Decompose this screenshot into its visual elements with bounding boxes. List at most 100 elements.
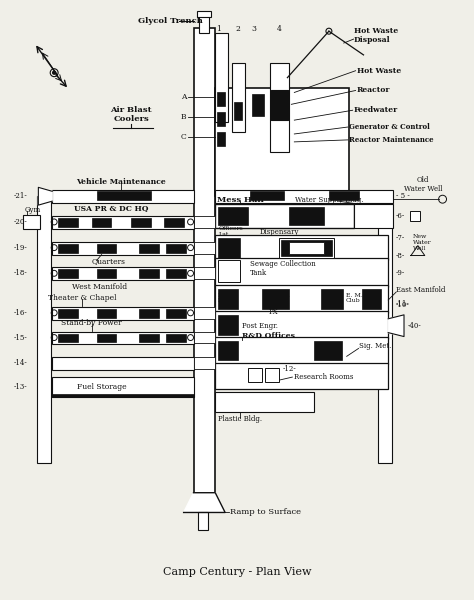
Text: -9-: -9- <box>396 269 405 277</box>
Text: Reactor Maintenance: Reactor Maintenance <box>349 136 433 144</box>
Bar <box>215 363 388 389</box>
Bar <box>217 112 225 126</box>
Text: Fuel Storage: Fuel Storage <box>77 383 127 391</box>
Bar <box>282 240 332 256</box>
Bar <box>139 244 159 253</box>
Bar <box>250 191 284 200</box>
Text: Sewage Collection
Tank: Sewage Collection Tank <box>250 260 316 277</box>
Bar <box>215 285 388 313</box>
Bar <box>362 289 381 309</box>
Bar <box>218 238 240 257</box>
Text: E. M.
Club: E. M. Club <box>346 293 363 304</box>
Text: Quarters: Quarters <box>92 257 126 265</box>
Text: -10-: -10- <box>396 301 410 309</box>
Bar <box>166 244 186 253</box>
Text: Post Engr.: Post Engr. <box>242 322 278 329</box>
Bar <box>200 13 210 33</box>
Text: Mess Hall: Mess Hall <box>217 196 264 204</box>
Bar <box>37 196 51 463</box>
Text: -20-: -20- <box>14 218 27 226</box>
Bar <box>271 91 288 120</box>
Text: -15-: -15- <box>14 334 27 341</box>
Bar <box>262 289 290 309</box>
Text: Officers
Lat.: Officers Lat. <box>218 226 243 237</box>
Text: C: C <box>181 133 186 141</box>
Bar <box>52 394 193 397</box>
Bar <box>97 309 117 318</box>
Text: Camp Century - Plan View: Camp Century - Plan View <box>163 567 311 577</box>
Bar <box>273 92 286 118</box>
Bar <box>58 309 78 318</box>
Text: -40-: -40- <box>408 322 422 329</box>
Text: 4: 4 <box>277 25 282 33</box>
Text: -11-: -11- <box>396 300 410 308</box>
Text: Old
Water Well: Old Water Well <box>403 176 442 193</box>
Text: USA PR & DC HQ: USA PR & DC HQ <box>74 204 149 212</box>
Text: 1: 1 <box>216 25 221 33</box>
Text: -19-: -19- <box>14 244 27 251</box>
Bar <box>58 269 78 278</box>
Bar <box>215 337 388 364</box>
Text: East Manifold: East Manifold <box>396 286 446 294</box>
Bar <box>215 235 388 260</box>
Bar <box>199 512 209 530</box>
Bar <box>166 269 186 278</box>
Bar <box>193 307 215 319</box>
Polygon shape <box>38 187 52 205</box>
Bar <box>215 392 314 412</box>
Bar <box>314 341 342 360</box>
Bar <box>193 28 215 512</box>
Text: Ramp to Surface: Ramp to Surface <box>230 508 301 517</box>
Bar <box>52 307 193 320</box>
Text: -7-: -7- <box>396 234 405 242</box>
Text: 2: 2 <box>236 25 240 33</box>
Bar <box>97 334 117 343</box>
Bar <box>218 289 238 309</box>
Text: -14-: -14- <box>14 359 27 367</box>
Text: Glycol Trench: Glycol Trench <box>138 17 203 25</box>
Text: Reactor: Reactor <box>356 86 390 94</box>
Text: A: A <box>181 94 186 101</box>
Text: Generator & Control: Generator & Control <box>349 123 429 131</box>
Bar <box>166 309 186 318</box>
Bar <box>232 63 245 132</box>
Bar <box>271 91 288 120</box>
Text: Plastic Bldg.: Plastic Bldg. <box>218 415 262 422</box>
Bar <box>218 207 248 225</box>
Text: - 5 -: - 5 - <box>396 192 410 200</box>
Bar <box>264 368 279 382</box>
Text: Water Supply Bldg.: Water Supply Bldg. <box>295 196 363 204</box>
Text: Hot Waste
Disposal: Hot Waste Disposal <box>354 26 398 44</box>
Bar <box>23 215 40 229</box>
Bar <box>218 260 240 282</box>
Bar <box>280 238 334 257</box>
Bar <box>139 334 159 343</box>
Circle shape <box>53 71 55 74</box>
Bar <box>215 88 349 196</box>
Text: Research Rooms: Research Rooms <box>294 373 354 381</box>
Bar <box>52 358 193 370</box>
Bar <box>215 311 388 338</box>
Bar <box>97 269 117 278</box>
Bar <box>52 216 193 229</box>
Bar <box>58 334 78 343</box>
Bar <box>215 33 228 122</box>
Text: Library: Library <box>264 294 290 302</box>
Text: -12-: -12- <box>283 365 296 373</box>
Text: West Manifold: West Manifold <box>72 283 127 291</box>
Text: 3: 3 <box>251 25 256 33</box>
Bar <box>92 218 111 227</box>
Bar <box>321 289 343 309</box>
Bar <box>131 218 151 227</box>
Text: -21-: -21- <box>14 192 27 200</box>
Bar <box>164 218 183 227</box>
Text: New
Water
Well: New Water Well <box>413 235 431 251</box>
Text: Stand-by Power: Stand-by Power <box>62 319 122 327</box>
Bar <box>52 190 193 203</box>
Text: -16-: -16- <box>14 309 27 317</box>
Bar <box>52 332 193 344</box>
Text: Dispensary: Dispensary <box>260 228 299 236</box>
Text: Theater & Chapel: Theater & Chapel <box>47 294 116 302</box>
Bar <box>378 196 392 463</box>
Text: -6-: -6- <box>396 212 405 220</box>
